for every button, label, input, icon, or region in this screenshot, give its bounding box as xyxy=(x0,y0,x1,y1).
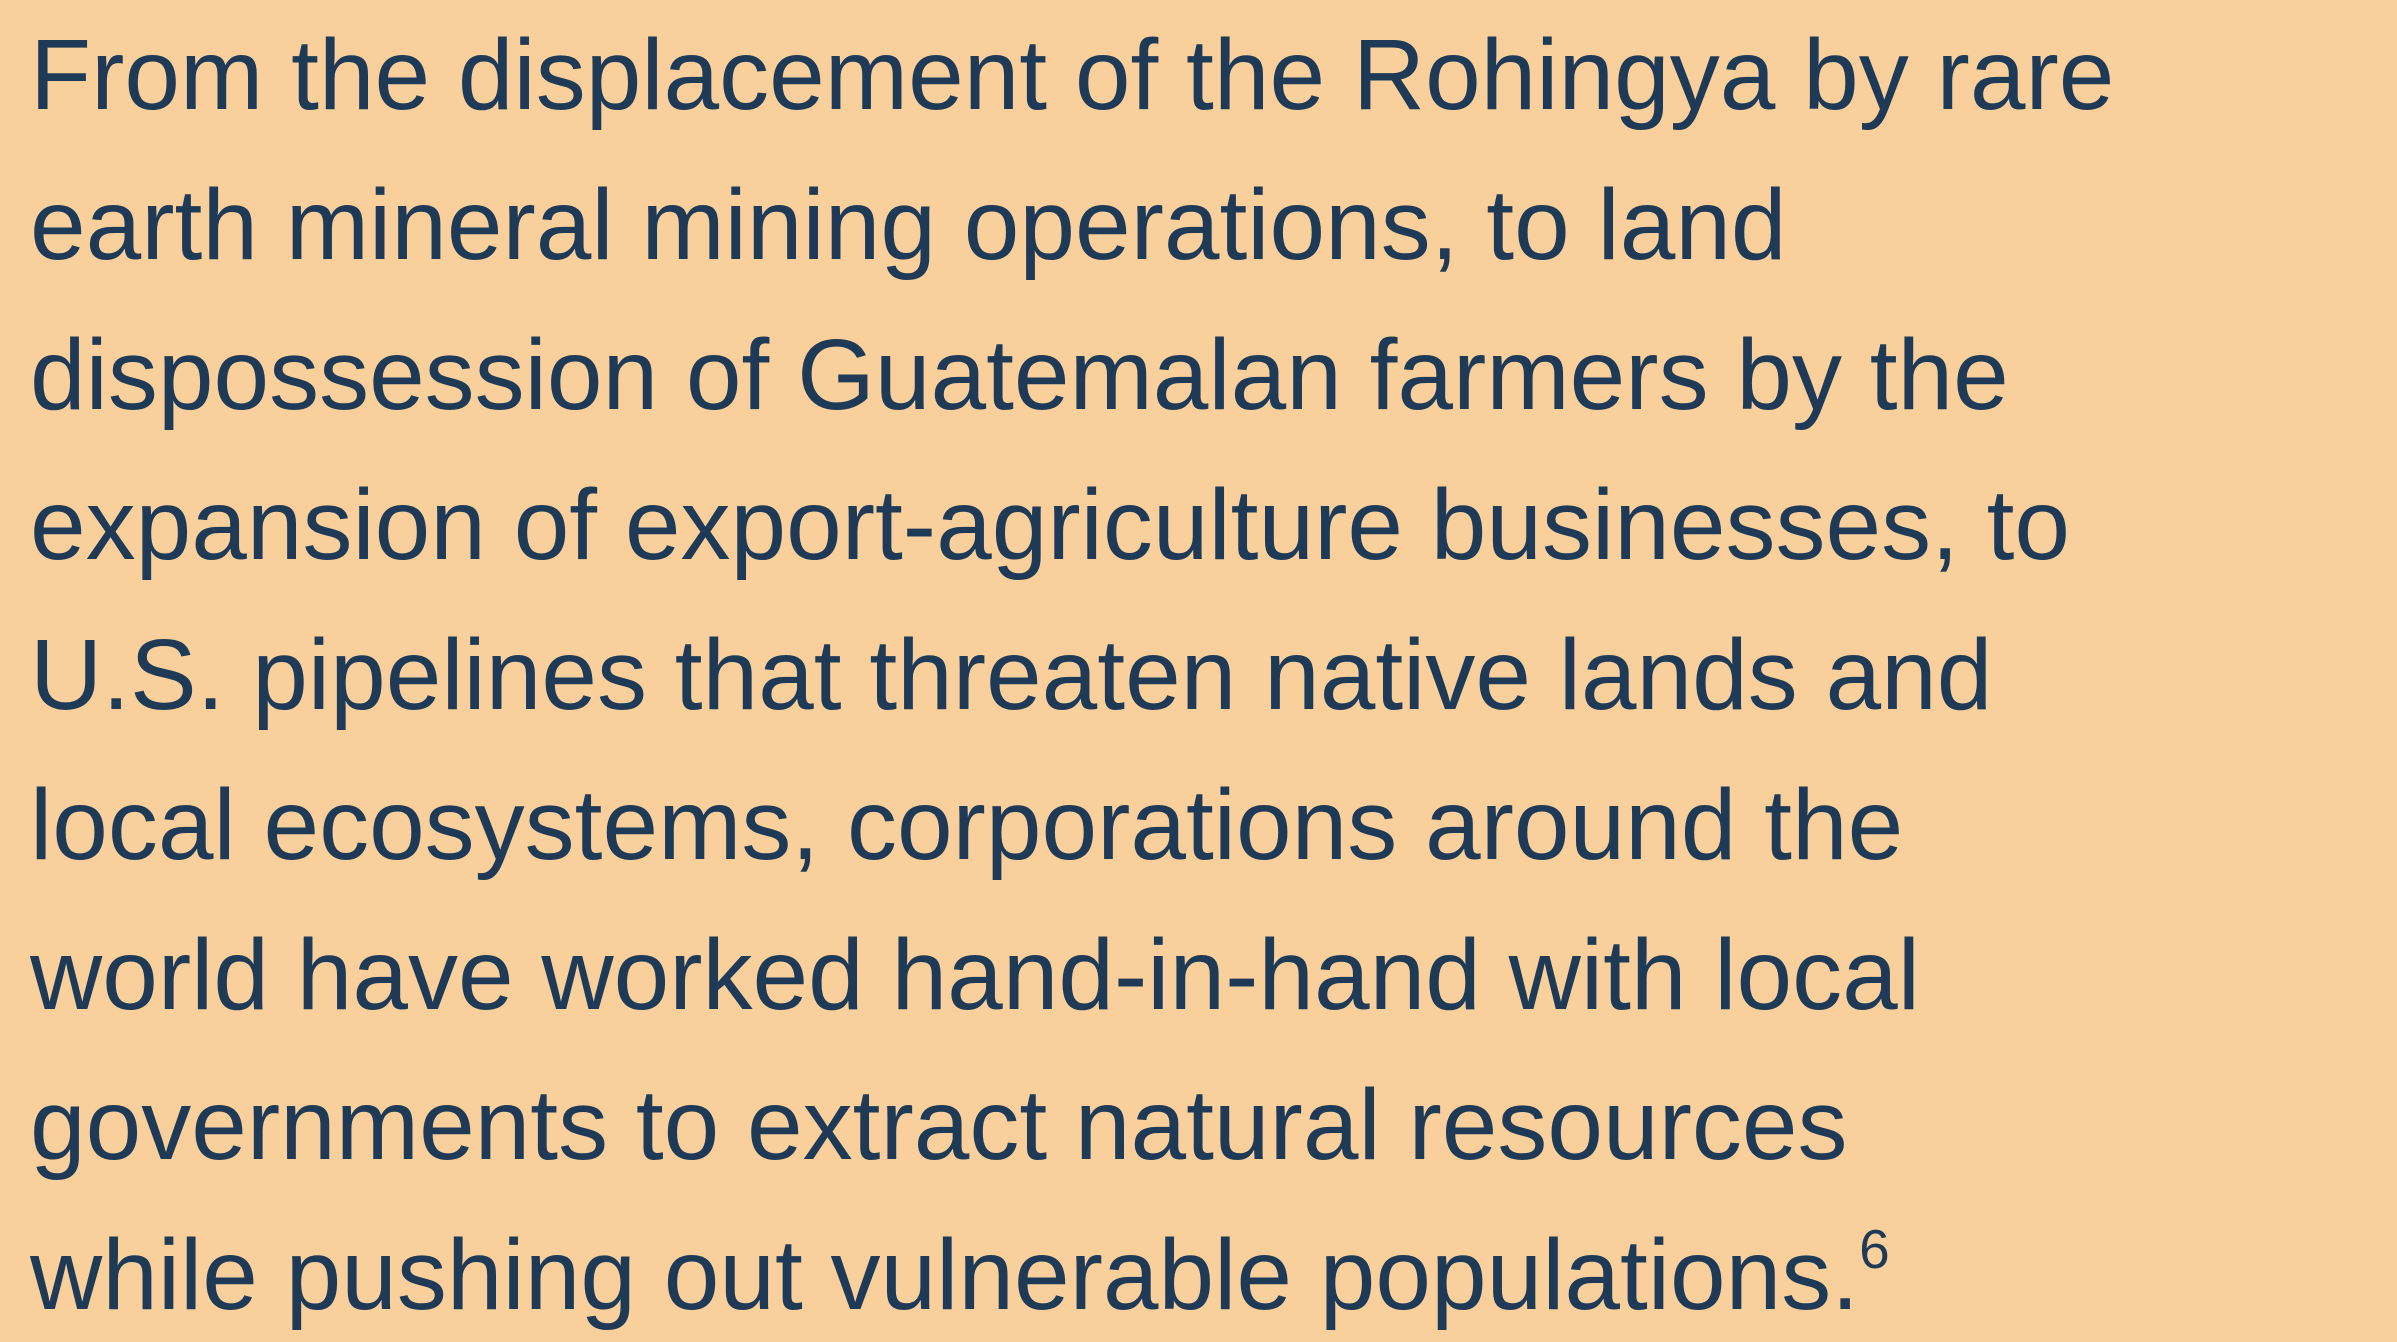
footnote-marker: 6 xyxy=(1859,1217,1890,1280)
text-line-content: while pushing out vulnerable populations… xyxy=(30,1219,1860,1331)
text-line: earth mineral mining operations, to land xyxy=(30,150,2114,300)
text-line-content: From the displacement of the Rohingya by… xyxy=(30,19,2115,131)
paragraph: From the displacement of the Rohingya by… xyxy=(30,0,2114,1342)
text-line: governments to extract natural resources xyxy=(30,1050,2114,1200)
text-line: local ecosystems, corporations around th… xyxy=(30,750,2114,900)
text-line-content: world have worked hand-in-hand with loca… xyxy=(30,919,1920,1031)
text-line: From the displacement of the Rohingya by… xyxy=(30,0,2114,150)
text-line-content: earth mineral mining operations, to land xyxy=(30,169,1787,281)
text-line-content: dispossession of Guatemalan farmers by t… xyxy=(30,319,2009,431)
text-line-content: expansion of export-agriculture business… xyxy=(30,469,2071,581)
text-line-content: U.S. pipelines that threaten native land… xyxy=(30,619,1993,731)
text-line: while pushing out vulnerable populations… xyxy=(30,1200,2114,1342)
text-line: expansion of export-agriculture business… xyxy=(30,450,2114,600)
text-line-content: local ecosystems, corporations around th… xyxy=(30,769,1904,881)
text-line: dispossession of Guatemalan farmers by t… xyxy=(30,300,2114,450)
text-line: U.S. pipelines that threaten native land… xyxy=(30,600,2114,750)
text-line: world have worked hand-in-hand with loca… xyxy=(30,900,2114,1050)
text-line-content: governments to extract natural resources xyxy=(30,1069,1848,1181)
